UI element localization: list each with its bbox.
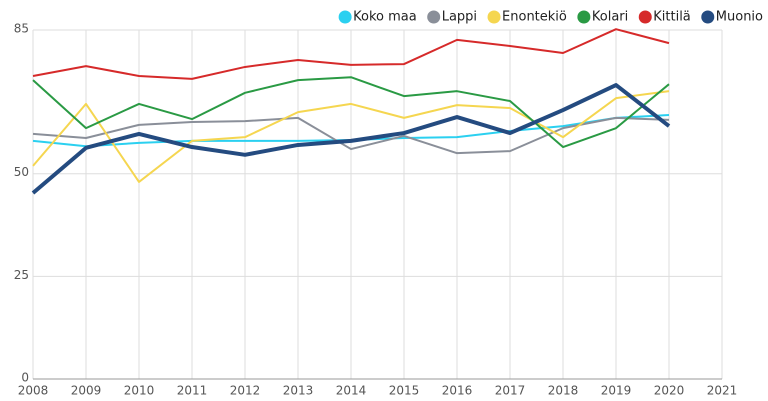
legend-marker bbox=[487, 10, 501, 24]
line bbox=[31, 83, 671, 195]
legend-label: Kittilä bbox=[653, 10, 691, 25]
y-tick-label: 85 bbox=[14, 22, 29, 36]
y-tick-label: 50 bbox=[14, 165, 29, 179]
legend-marker bbox=[577, 10, 591, 24]
legend-label: Koko maa bbox=[353, 10, 417, 25]
x-tick-label: 2021 bbox=[707, 384, 738, 398]
legend-marker bbox=[701, 10, 715, 24]
y-tick-label: 0 bbox=[21, 371, 29, 385]
x-tick-label: 2015 bbox=[389, 384, 420, 398]
x-tick-label: 2016 bbox=[442, 384, 473, 398]
x-tick-label: 2010 bbox=[124, 384, 155, 398]
x-tick-label: 2011 bbox=[177, 384, 208, 398]
x-tick-label: 2013 bbox=[283, 384, 314, 398]
legend-label: Muonio bbox=[716, 10, 763, 25]
legend-label: Enontekiö bbox=[502, 10, 567, 25]
line bbox=[32, 90, 670, 183]
x-tick-label: 2009 bbox=[71, 384, 102, 398]
x-tick-label: 2012 bbox=[230, 384, 261, 398]
line bbox=[32, 116, 670, 155]
x-tick-label: 2019 bbox=[601, 384, 632, 398]
x-tick-label: 2017 bbox=[495, 384, 526, 398]
line bbox=[32, 28, 670, 80]
line bbox=[32, 76, 670, 149]
legend-label: Lappi bbox=[442, 10, 477, 25]
y-tick-label: 25 bbox=[14, 268, 29, 282]
x-tick-label: 2008 bbox=[18, 384, 49, 398]
x-tick-label: 2014 bbox=[336, 384, 367, 398]
legend-marker bbox=[638, 10, 652, 24]
x-tick-label: 2018 bbox=[548, 384, 579, 398]
legend-label: Kolari bbox=[592, 10, 628, 25]
x-tick-label: 2020 bbox=[654, 384, 685, 398]
legend-marker bbox=[427, 10, 441, 24]
legend-marker bbox=[338, 10, 352, 24]
legend: Muonio Kittilä Kolari Enontekiö Lappi Koko ma… bbox=[338, 10, 763, 25]
